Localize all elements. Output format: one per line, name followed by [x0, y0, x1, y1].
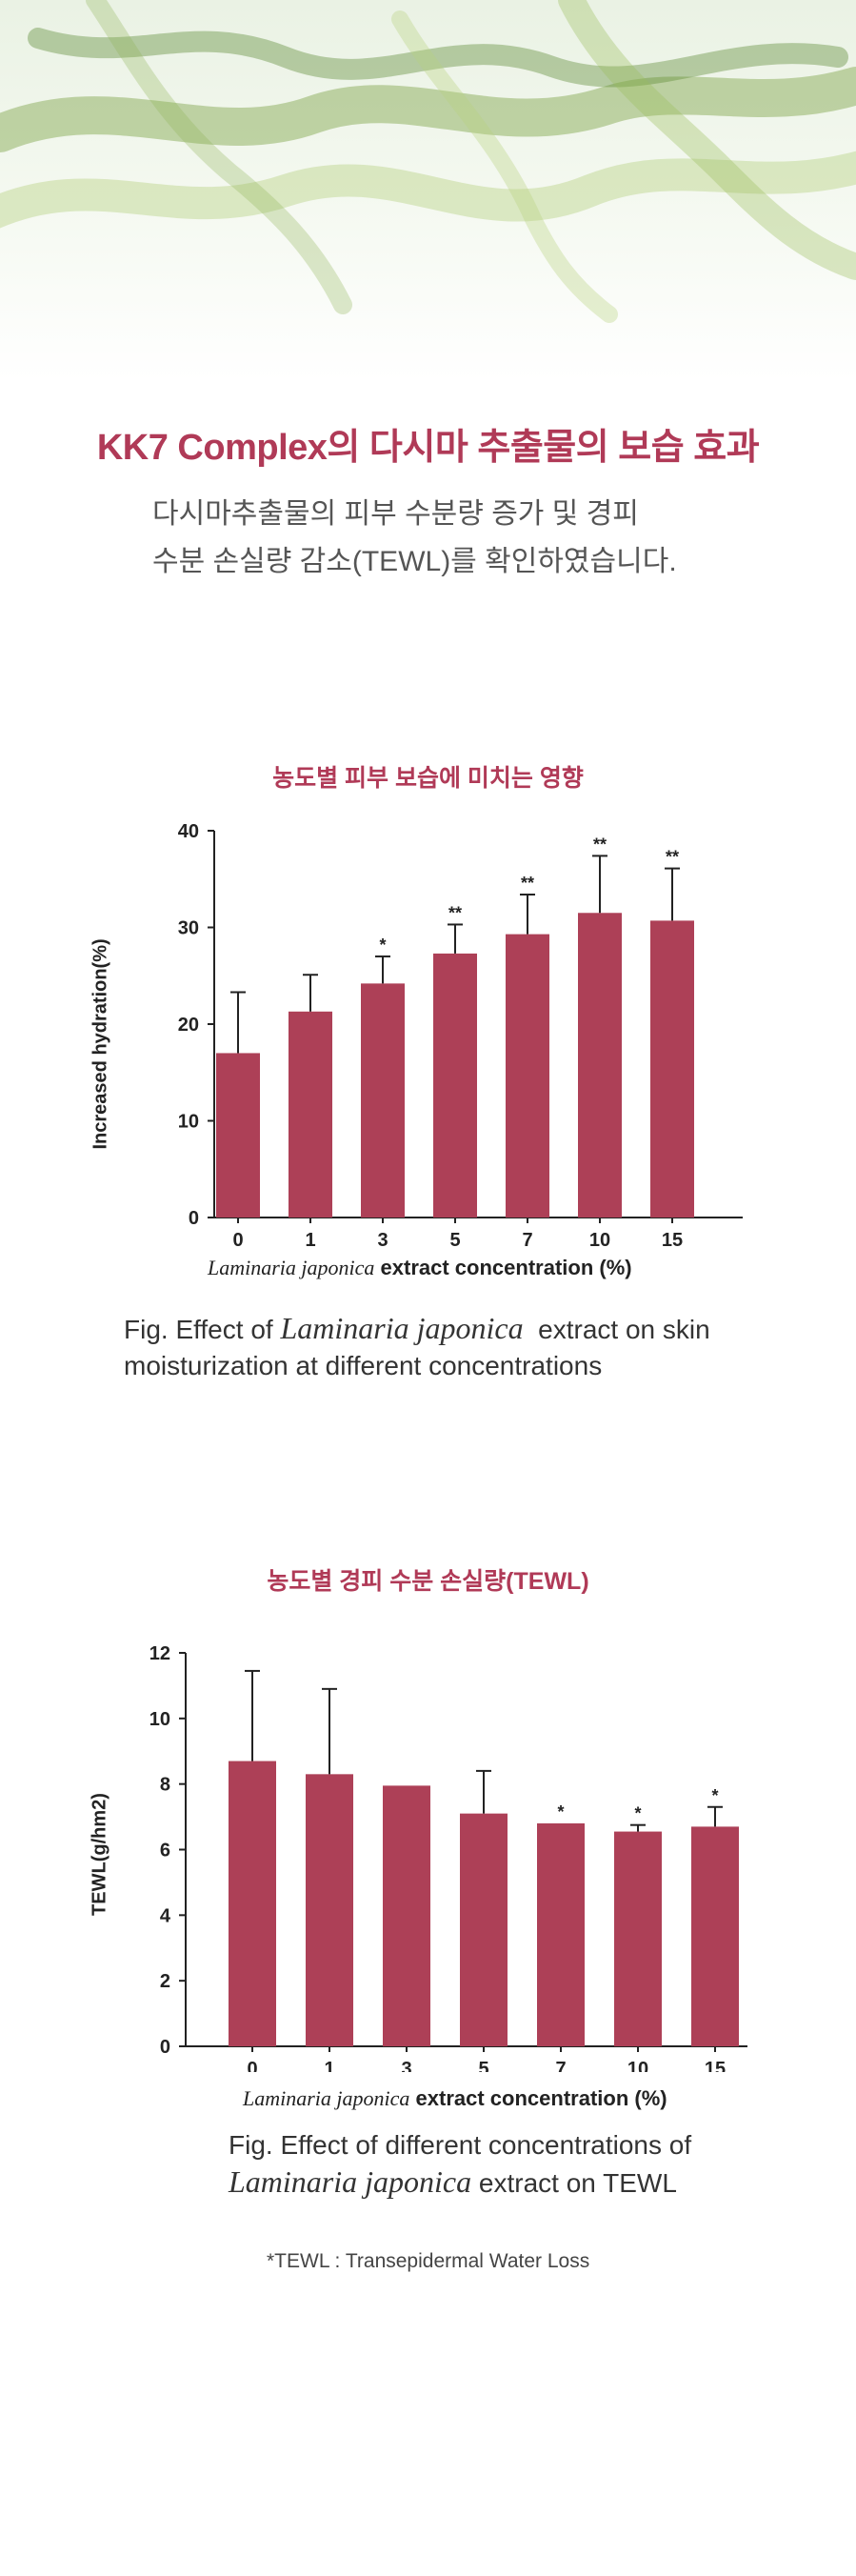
x-tick-label: 1	[305, 1230, 315, 1251]
hydration-bar-chart: 0 10 20 30 40 0 1 * 3 ** 5 ** 7 ** 10 ** 15	[178, 821, 743, 1251]
x-tick-label: 10	[627, 2059, 648, 2072]
y-tick-label: 2	[160, 1971, 170, 1992]
significance-marker: *	[634, 1804, 641, 1823]
tewl-bar-chart: 0 2 4 6 8 10 12 0 1 3 5 * 7 * 10 * 15	[149, 1643, 747, 2072]
bar	[614, 1831, 662, 2046]
bar	[578, 913, 622, 1218]
chart2-xlabel-rest: extract concentration (%)	[415, 2086, 667, 2110]
y-tick-label: 30	[178, 918, 199, 939]
significance-marker: *	[379, 936, 386, 955]
y-tick-label: 6	[160, 1841, 170, 1862]
chart2-xlabel: Laminaria japonica extract concentration…	[243, 2086, 667, 2111]
y-tick-label: 40	[178, 821, 199, 842]
bar	[306, 1774, 353, 2046]
chart2-caption-italic: Laminaria japonica	[229, 2164, 472, 2199]
seaweed-illustration	[0, 0, 856, 323]
chart1-xlabel-italic: Laminaria japonica	[208, 1256, 375, 1279]
hero-seaweed-image	[0, 0, 856, 381]
chart1-title: 농도별 피부 보습에 미치는 영향	[272, 765, 584, 792]
tewl-footnote: *TEWL : Transepidermal Water Loss	[267, 2250, 590, 2272]
significance-marker: **	[448, 903, 462, 922]
significance-marker: **	[593, 835, 607, 854]
x-tick-label: 0	[232, 1230, 243, 1251]
y-tick-label: 20	[178, 1015, 199, 1036]
chart2-ylabel: TEWL(g/hm2)	[89, 1793, 110, 1916]
bar	[460, 1813, 508, 2046]
bar	[361, 983, 405, 1218]
page-title: KK7 Complex의 다시마 추출물의 보습 효과	[96, 428, 760, 468]
bar	[691, 1826, 739, 2046]
bar	[433, 953, 477, 1218]
y-tick-label: 4	[160, 1905, 171, 1926]
y-tick-label: 10	[178, 1112, 199, 1133]
x-tick-label: 15	[705, 2059, 726, 2072]
y-tick-label: 12	[149, 1643, 170, 1664]
x-tick-label: 7	[555, 2059, 566, 2072]
chart2-caption-line1: Fig. Effect of different concentrations …	[229, 2130, 692, 2160]
bar	[229, 1761, 276, 2046]
y-tick-label: 0	[160, 2037, 170, 2058]
bar	[650, 920, 694, 1218]
x-tick-label: 5	[449, 1230, 460, 1251]
subtitle-line-1: 다시마추출물의 피부 수분량 증가 및 경피	[152, 498, 639, 530]
bar	[506, 934, 549, 1218]
bar	[537, 1822, 585, 2046]
chart1-caption: Fig. Effect of Laminaria japonica extrac…	[124, 1310, 710, 1384]
chart1-xlabel-rest: extract concentration (%)	[380, 1256, 632, 1279]
x-tick-label: 15	[662, 1230, 683, 1251]
chart1-xlabel: Laminaria japonica extract concentration…	[208, 1256, 632, 1280]
bar	[383, 1785, 430, 2046]
significance-marker: **	[521, 874, 534, 893]
chart1-caption-part2: extract on skin	[538, 1315, 710, 1344]
subtitle-line-2: 수분 손실량 감소(TEWL)를 확인하였습니다.	[152, 546, 677, 577]
chart1-ylabel: Increased hydration(%)	[90, 938, 111, 1150]
chart1-caption-line2: moisturization at different concentratio…	[124, 1351, 603, 1380]
significance-marker: **	[666, 848, 679, 867]
x-tick-label: 1	[324, 2059, 334, 2072]
bar	[289, 1011, 332, 1218]
y-tick-label: 8	[160, 1775, 170, 1796]
x-tick-label: 7	[522, 1230, 532, 1251]
y-tick-label: 0	[189, 1208, 199, 1229]
chart1-caption-italic: Laminaria japonica	[280, 1311, 524, 1345]
chart2-xlabel-italic: Laminaria japonica	[243, 2086, 410, 2110]
x-tick-label: 3	[377, 1230, 388, 1251]
chart2-title: 농도별 경피 수분 손실량(TEWL)	[267, 1568, 589, 1595]
chart1-caption-part1: Fig. Effect of	[124, 1315, 281, 1344]
chart2-caption: Fig. Effect of different concentrations …	[229, 2127, 691, 2202]
bar	[216, 1053, 260, 1218]
x-tick-label: 3	[401, 2059, 411, 2072]
significance-marker: *	[557, 1802, 564, 1821]
x-tick-label: 5	[478, 2059, 488, 2072]
y-tick-label: 10	[149, 1709, 170, 1730]
subtitle: 다시마추출물의 피부 수분량 증가 및 경피 수분 손실량 감소(TEWL)를 …	[152, 491, 762, 586]
chart2-caption-part2: extract on TEWL	[478, 2168, 677, 2198]
x-tick-label: 0	[247, 2059, 257, 2072]
significance-marker: *	[711, 1786, 718, 1805]
x-tick-label: 10	[589, 1230, 610, 1251]
